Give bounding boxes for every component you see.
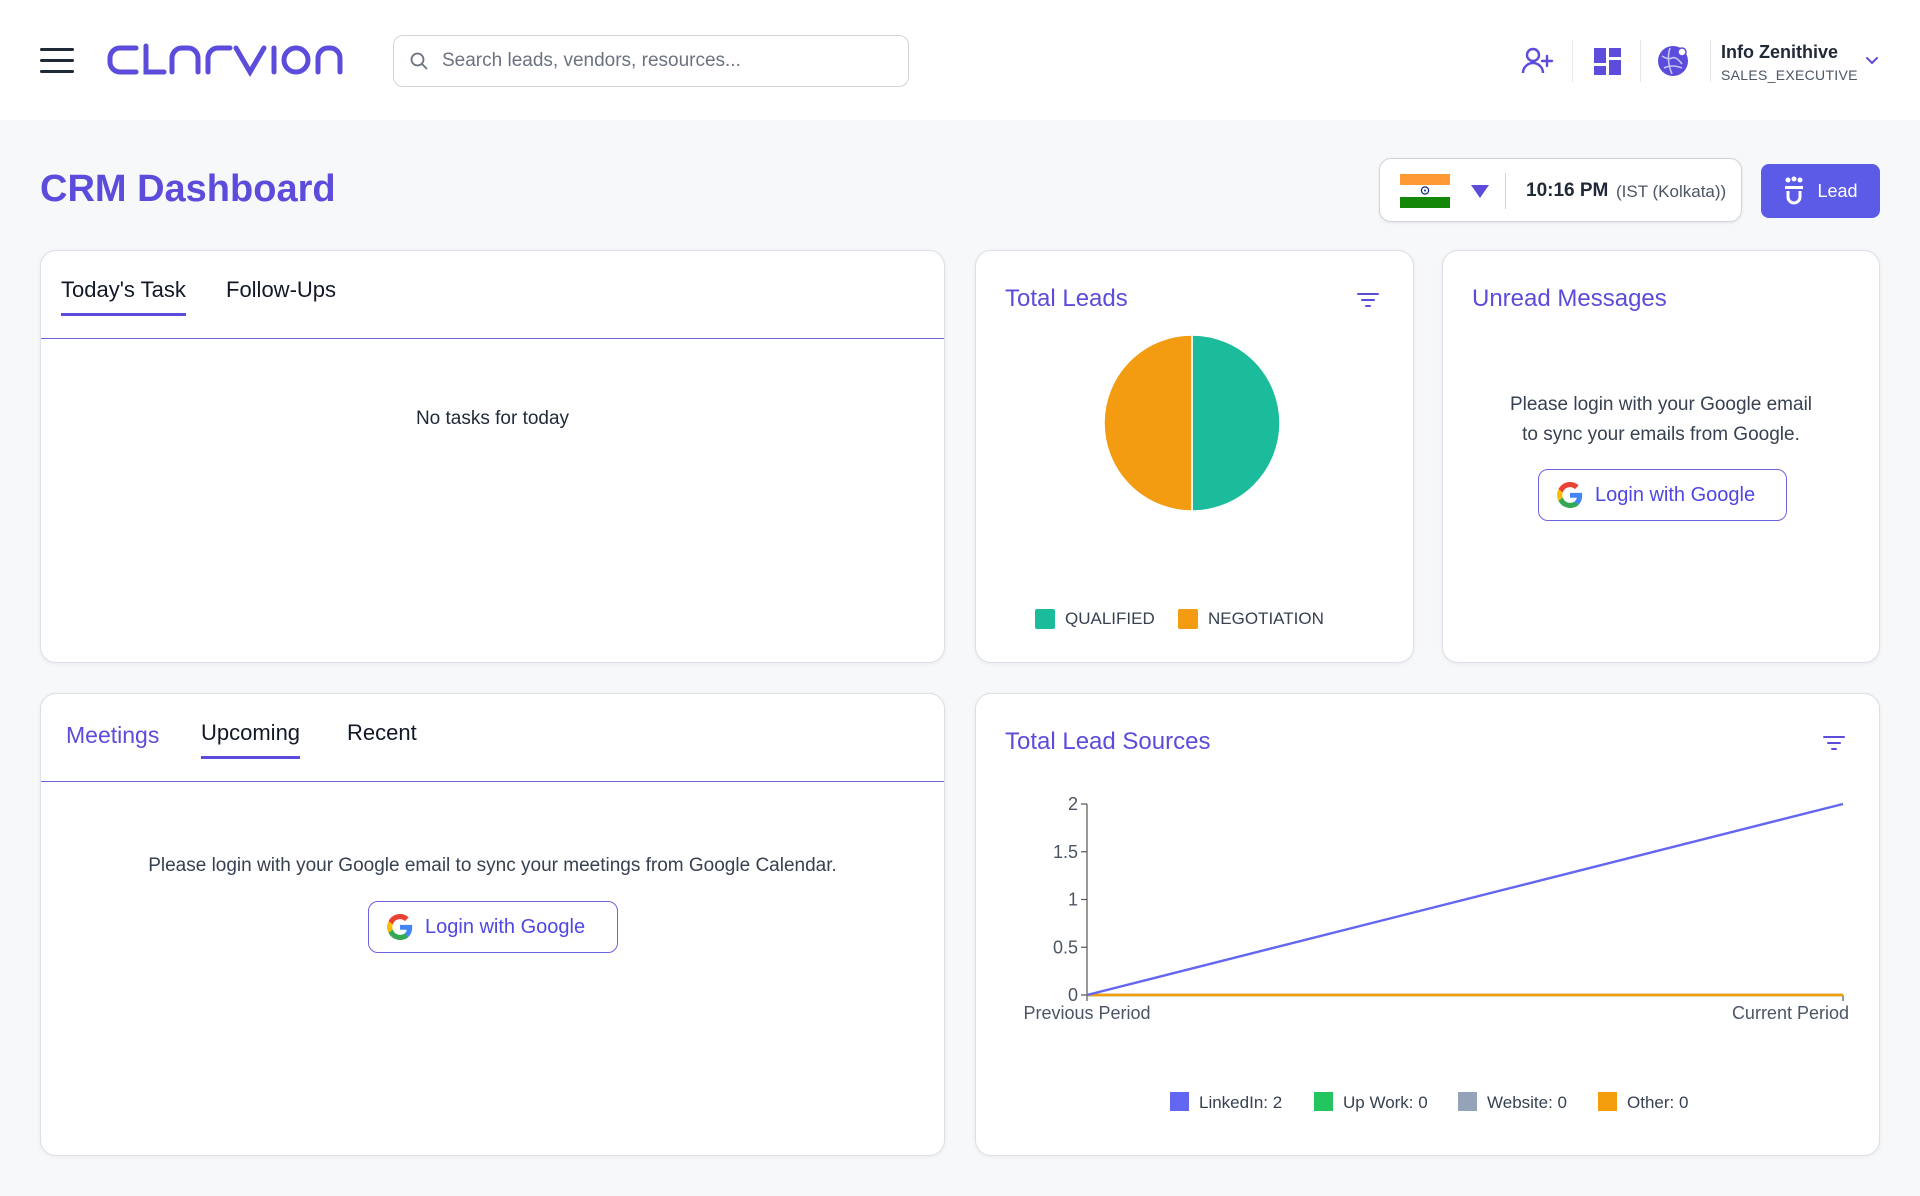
y-tick-label: 0 <box>1068 985 1078 1005</box>
pie-slice-qualified[interactable] <box>1191 334 1281 512</box>
meetings-tabs: Meetings Upcoming Recent <box>41 694 944 782</box>
message-line: Please login with your Google email <box>1509 394 1813 415</box>
no-tasks-text: No tasks for today <box>415 408 570 429</box>
y-tick-label: 1.5 <box>1053 842 1078 862</box>
login-with-google-button[interactable]: Login with Google <box>368 901 618 953</box>
lead-sources-title: Total Lead Sources <box>1005 728 1211 755</box>
pie-slice-negotiation[interactable] <box>1103 334 1193 512</box>
legend-swatch[interactable] <box>1458 1092 1477 1111</box>
legend-swatch[interactable] <box>1598 1092 1617 1111</box>
filter-icon[interactable] <box>1823 734 1845 752</box>
unread-messages-title: Unread Messages <box>1472 285 1667 312</box>
india-flag-icon <box>1400 174 1450 208</box>
caret-down-icon[interactable] <box>1470 183 1490 199</box>
avatar[interactable] <box>1656 44 1690 78</box>
lead-sources-card: Total Lead Sources 0 0.5 1 1.5 2 Previous Per… <box>975 693 1880 1156</box>
add-lead-button[interactable]: Lead <box>1761 164 1880 218</box>
lead-sources-line-chart: 0 0.5 1 1.5 2 Previous Period Current Period Li… <box>1023 794 1849 1112</box>
legend-negotiation[interactable]: NEGOTIATION <box>1178 609 1324 629</box>
search-input[interactable] <box>442 50 908 72</box>
total-leads-card: Total Leads QUALIFIED NEGOTIATION <box>975 250 1414 663</box>
clarvion-logo[interactable] <box>106 30 351 90</box>
chevron-down-icon[interactable] <box>1862 50 1882 70</box>
unread-messages-card: Unread Messages Please login with your G… <box>1442 250 1880 663</box>
meetings-title: Meetings <box>66 722 160 748</box>
magnet-users-icon <box>1785 176 1804 205</box>
meetings-google-message: Please login with your Google email to s… <box>148 855 837 876</box>
header-divider <box>1572 40 1573 82</box>
tab-recent[interactable]: Recent <box>347 720 417 745</box>
top-header: Info Zenithive SALES_EXECUTIVE <box>0 0 1920 120</box>
header-divider <box>1640 40 1641 82</box>
add-user-icon[interactable] <box>1520 44 1554 78</box>
legend-label[interactable]: Up Work: 0 <box>1343 1093 1428 1112</box>
legend-swatch <box>1035 609 1055 629</box>
tab-upcoming[interactable]: Upcoming <box>201 720 301 759</box>
tab-todays-task[interactable]: Today's Task <box>61 277 186 316</box>
legend-qualified[interactable]: QUALIFIED <box>1035 609 1155 629</box>
legend-label[interactable]: Other: 0 <box>1627 1093 1688 1112</box>
legend-label[interactable]: Website: 0 <box>1487 1093 1567 1112</box>
timezone-divider <box>1505 173 1506 209</box>
google-icon <box>387 914 413 940</box>
add-lead-label: Lead <box>1817 180 1858 201</box>
y-tick-label: 0.5 <box>1053 937 1078 957</box>
tasks-tabs: Today's Task Follow-Ups <box>41 251 944 339</box>
tasks-card: Today's Task Follow-Ups No tasks for tod… <box>40 250 945 663</box>
login-with-google-label: Login with Google <box>425 915 586 938</box>
y-tick-label: 2 <box>1068 794 1078 814</box>
login-with-google-label: Login with Google <box>1595 483 1756 506</box>
header-divider <box>1710 40 1711 82</box>
tab-follow-ups[interactable]: Follow-Ups <box>226 277 337 302</box>
legend-label: NEGOTIATION <box>1208 609 1324 628</box>
legend-swatch[interactable] <box>1170 1092 1189 1111</box>
x-tick-label: Previous Period <box>1023 1003 1150 1023</box>
user-role: SALES_EXECUTIVE <box>1721 67 1858 83</box>
page-title: CRM Dashboard <box>40 168 336 210</box>
timezone-label: (IST (Kolkata)) <box>1616 182 1727 201</box>
timezone-selector[interactable]: 10:16 PM (IST (Kolkata)) <box>1379 158 1742 222</box>
x-tick-label: Current Period <box>1732 1003 1849 1023</box>
y-tick-label: 1 <box>1068 890 1078 910</box>
legend-swatch[interactable] <box>1314 1092 1333 1111</box>
search-icon <box>410 52 428 70</box>
user-name[interactable]: Info Zenithive <box>1721 42 1838 62</box>
total-leads-title: Total Leads <box>1005 285 1128 312</box>
series-line-linkedin[interactable] <box>1086 802 1844 997</box>
message-line: to sync your emails from Google. <box>1522 424 1800 445</box>
login-with-google-button[interactable]: Login with Google <box>1538 469 1787 521</box>
meetings-card: Meetings Upcoming Recent Please login wi… <box>40 693 945 1156</box>
legend-label: QUALIFIED <box>1065 609 1155 628</box>
filter-icon[interactable] <box>1357 291 1379 309</box>
legend-label[interactable]: LinkedIn: 2 <box>1199 1093 1282 1112</box>
google-icon <box>1557 482 1583 508</box>
menu-icon[interactable] <box>40 48 74 74</box>
legend-swatch <box>1178 609 1198 629</box>
google-email-message: Please login with your Google email to s… <box>1443 390 1879 450</box>
search-bar[interactable] <box>393 35 909 87</box>
total-leads-pie-chart <box>1103 334 1281 512</box>
current-time: 10:16 PM <box>1526 180 1609 201</box>
dashboard-grid-icon[interactable] <box>1590 44 1624 78</box>
